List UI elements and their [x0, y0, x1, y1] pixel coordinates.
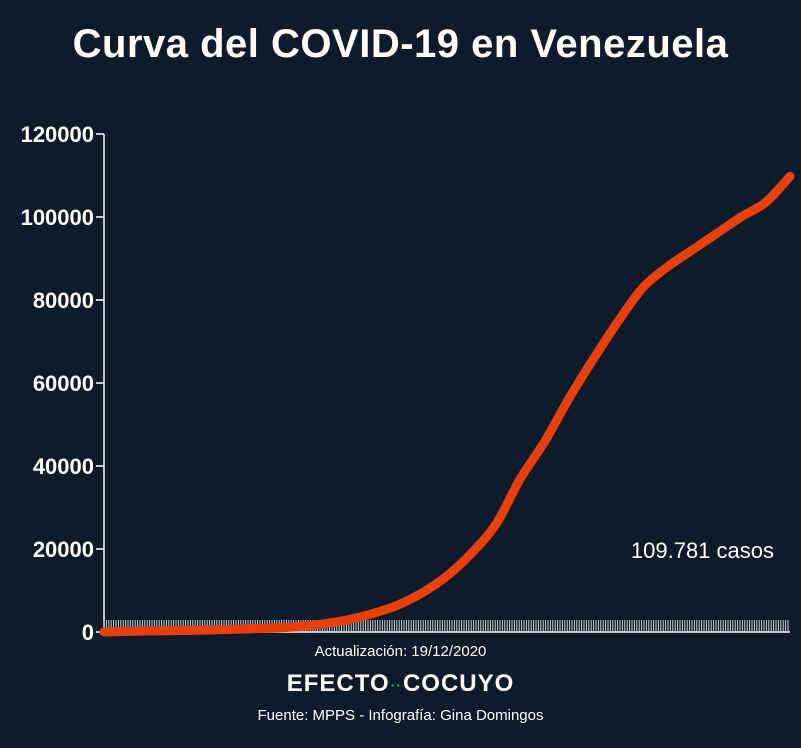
- y-tick-label: 20000: [33, 537, 94, 562]
- brand-logo: EFECTO··COCUYO: [0, 670, 801, 698]
- y-tick-label: 60000: [33, 371, 94, 396]
- chart-title: Curva del COVID-19 en Venezuela: [72, 22, 729, 66]
- brand-right: COCUYO: [402, 670, 515, 697]
- source-credit: Fuente: MPPS - Infografía: Gina Domingos: [257, 707, 544, 724]
- brand-dots: ··: [390, 676, 402, 693]
- y-tick-label: 100000: [21, 205, 94, 230]
- y-tick-label: 40000: [33, 454, 94, 479]
- update-date: Actualización: 19/12/2020: [314, 643, 487, 660]
- y-axis: 0 20000 40000 60000 80000 100000 120000: [21, 122, 105, 645]
- cases-series-line: [99, 171, 795, 637]
- y-tick-label: 120000: [21, 122, 94, 147]
- y-tick-label: 80000: [33, 288, 94, 313]
- brand-left: EFECTO: [286, 670, 390, 697]
- series-layer: [99, 171, 795, 637]
- total-cases-annotation: 109.781 casos: [631, 538, 774, 563]
- y-tick-label: 0: [82, 620, 94, 645]
